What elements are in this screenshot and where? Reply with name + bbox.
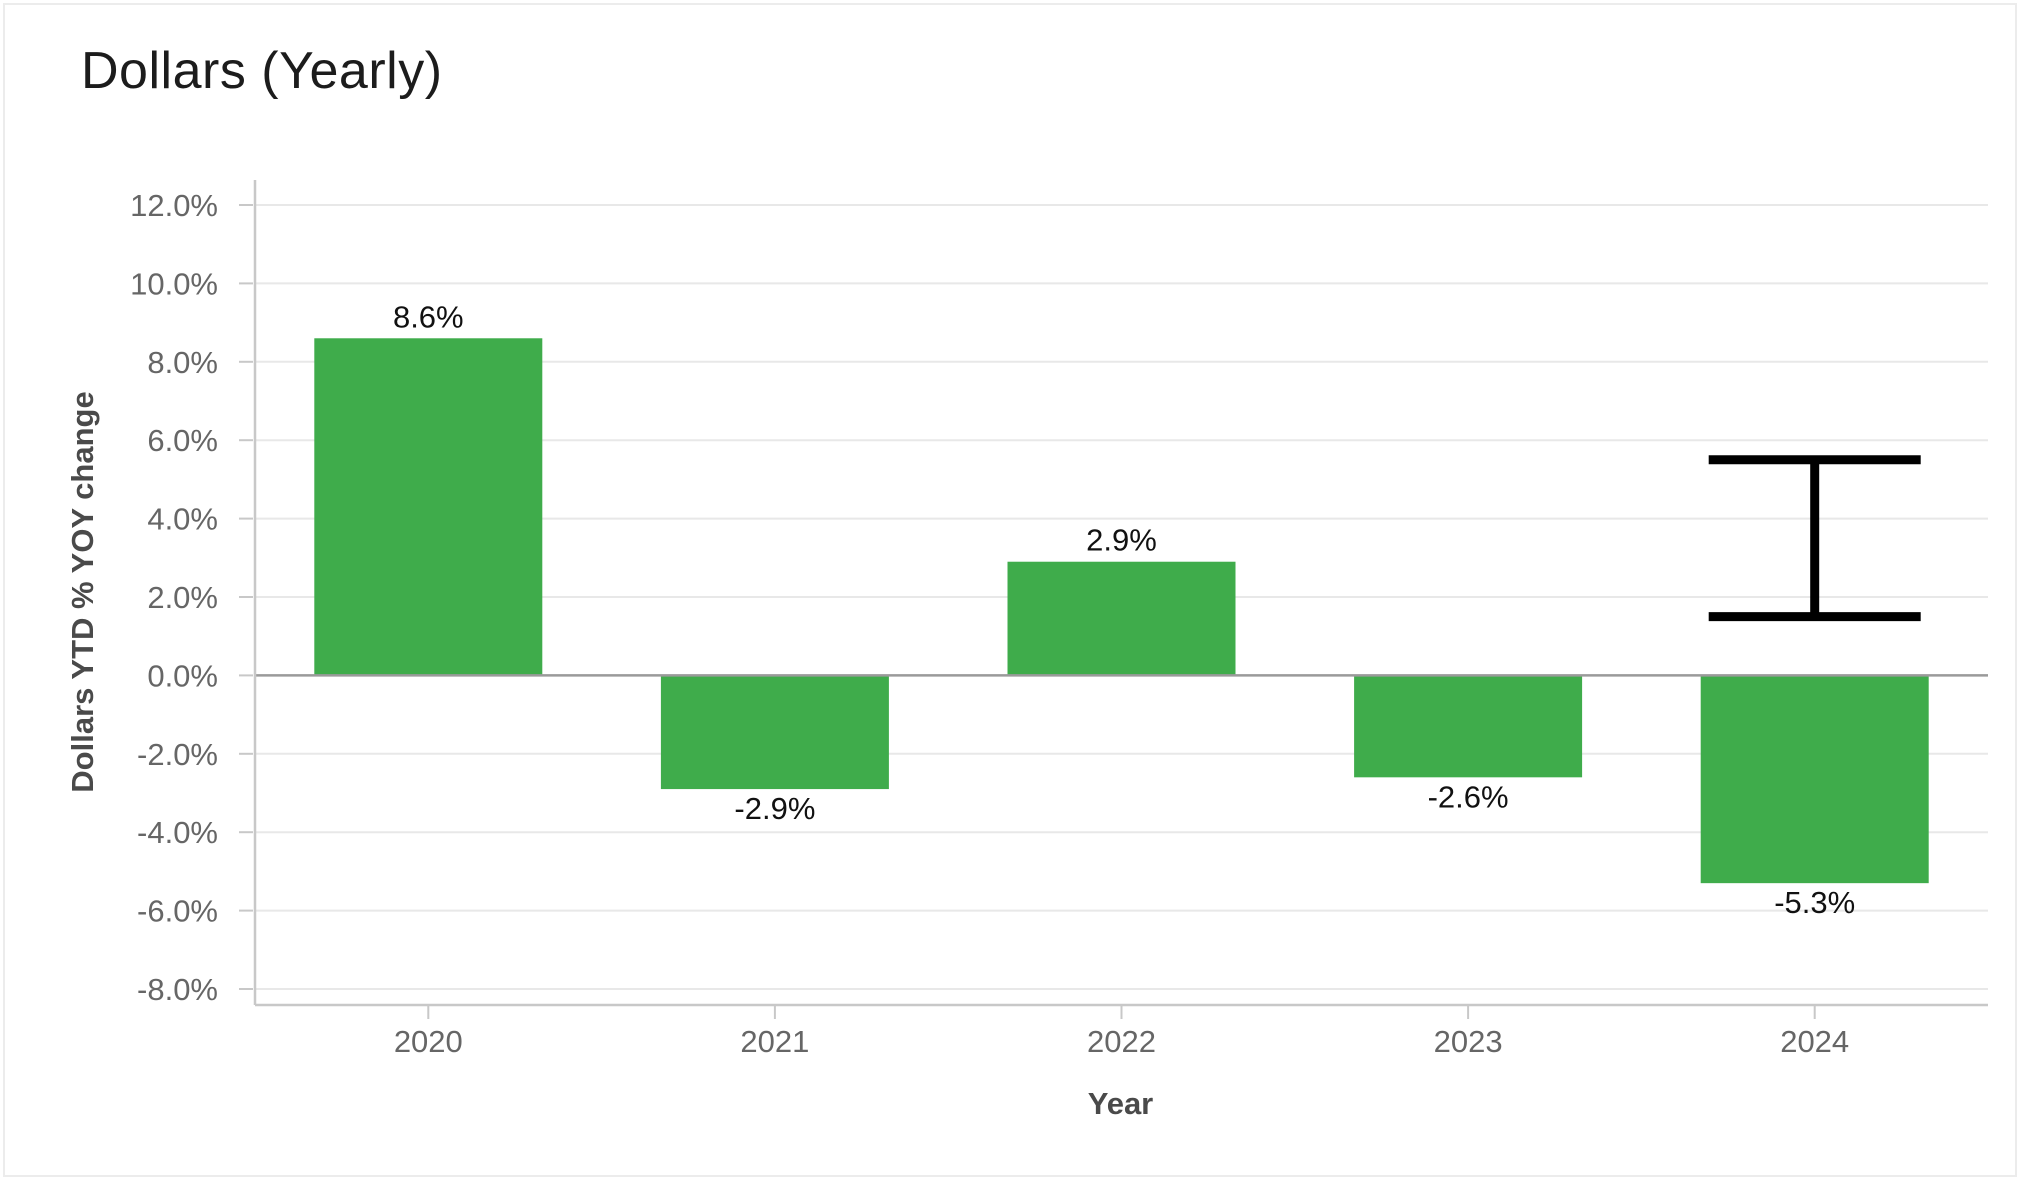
data-label: -5.3% (1774, 885, 1855, 920)
y-tick-label: 0.0% (147, 658, 218, 693)
y-tick-label: 8.0% (147, 345, 218, 380)
x-tick-label: 2024 (1780, 1024, 1849, 1059)
data-label: 8.6% (393, 299, 464, 334)
x-tick-label: 2021 (740, 1024, 809, 1059)
y-axis-title: Dollars YTD % YOY change (65, 391, 100, 792)
bar-2022 (1007, 561, 1236, 676)
x-axis-title: Year (1088, 1086, 1154, 1121)
y-tick-label: 2.0% (147, 580, 218, 615)
x-tick-label: 2020 (394, 1024, 463, 1059)
y-tick-label: -4.0% (137, 815, 218, 850)
chart-title: Dollars (Yearly) (81, 42, 443, 100)
x-axis-ticks: 2020 2021 2022 2023 2024 (394, 1005, 1849, 1059)
data-label: 2.9% (1086, 523, 1157, 558)
data-label: -2.9% (734, 791, 815, 826)
bar-2024 (1700, 675, 1929, 884)
y-axis-ticks: 12.0% 10.0% 8.0% 6.0% 4.0% 2.0% 0.0% -2.0% -4.0%… (130, 188, 253, 1007)
y-tick-label: -8.0% (137, 972, 218, 1007)
error-bar (1708, 455, 1921, 622)
x-tick-label: 2023 (1434, 1024, 1503, 1059)
bar-2021 (660, 675, 889, 790)
data-label: -2.6% (1428, 779, 1509, 814)
y-tick-label: 4.0% (147, 502, 218, 537)
bars (314, 338, 1929, 884)
data-labels: 8.6% -2.9% 2.9% -2.6% -5.3% (393, 299, 1855, 920)
y-tick-label: 12.0% (130, 188, 218, 223)
y-tick-label: 6.0% (147, 423, 218, 458)
y-tick-label: -6.0% (137, 894, 218, 929)
x-tick-label: 2022 (1087, 1024, 1156, 1059)
bar-2023 (1354, 675, 1583, 778)
bar-2020 (314, 338, 543, 676)
y-tick-label: -2.0% (137, 737, 218, 772)
y-tick-label: 10.0% (130, 266, 218, 301)
